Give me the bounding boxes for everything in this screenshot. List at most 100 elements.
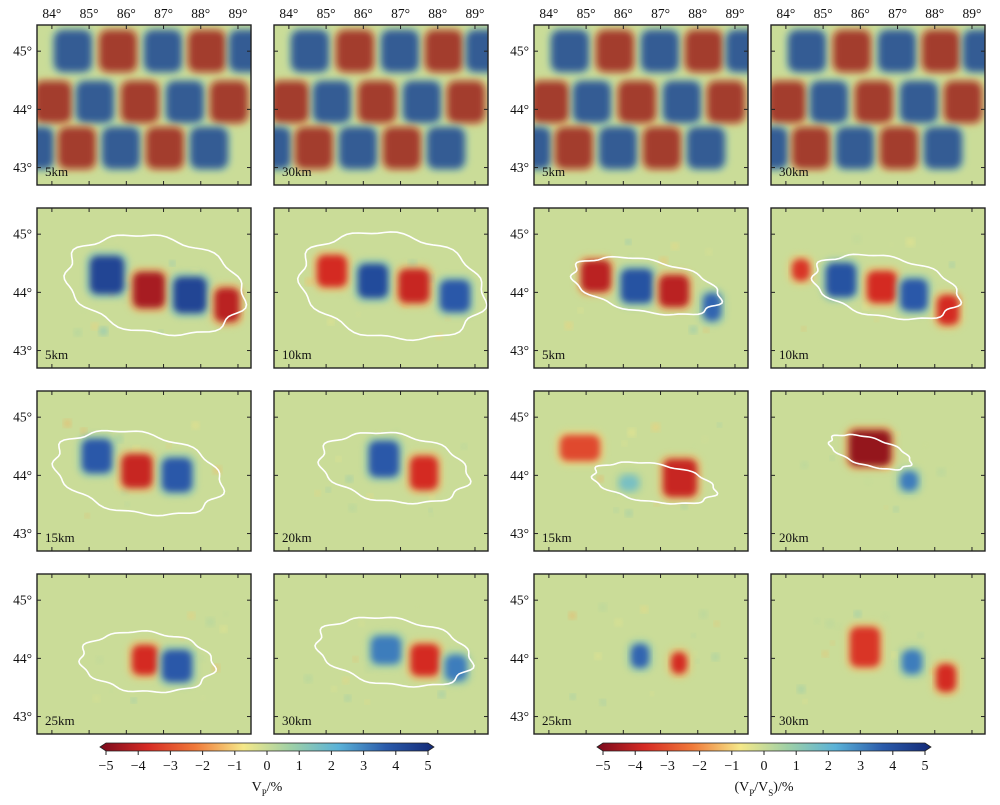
speckle (125, 502, 129, 506)
anomaly-halo (852, 78, 897, 127)
anomaly-block (901, 279, 928, 311)
lat-tick-label: 44° (13, 102, 32, 117)
anomaly-halo (960, 27, 1000, 76)
lat-tick-label: 45° (13, 44, 32, 59)
speckle (712, 654, 719, 661)
anomaly-halo (380, 124, 425, 173)
speckle (918, 633, 923, 638)
speckle (718, 423, 722, 427)
speckle (305, 675, 312, 682)
speckle (565, 322, 572, 329)
anomaly-block (902, 650, 922, 674)
depth-label: 20km (779, 530, 809, 545)
speckle (96, 656, 103, 663)
speckle (221, 626, 227, 632)
anomaly-halo (378, 27, 423, 76)
anomaly-block (162, 458, 192, 492)
speckle (885, 506, 888, 509)
depth-label: 15km (45, 530, 75, 545)
anomaly-halo (704, 78, 749, 127)
lon-tick-label: 86° (851, 6, 870, 21)
anomaly-halo (444, 78, 489, 127)
speckle (690, 326, 697, 333)
panel-vp-20km: 20km (274, 391, 488, 551)
speckle (100, 327, 108, 335)
anomaly-block (937, 295, 959, 325)
lon-tick-label: 85° (814, 6, 833, 21)
speckle (337, 294, 343, 300)
colorbar-tick-label: −1 (227, 759, 242, 774)
lon-tick-label: 87° (154, 6, 173, 21)
lon-tick-label: 84° (776, 6, 795, 21)
speckle (855, 611, 861, 617)
speckle (626, 240, 631, 245)
colorbar-tick-label: 3 (857, 759, 864, 774)
lon-tick-label: 87° (651, 6, 670, 21)
anomaly-halo (185, 27, 230, 76)
lat-tick-label: 43° (510, 709, 529, 724)
colorbar-tick-label: 0 (761, 759, 768, 774)
speckle (801, 462, 808, 469)
anomaly-block (659, 275, 689, 307)
speckle (93, 696, 99, 702)
anomaly-halo (684, 124, 729, 173)
speckle (864, 478, 872, 486)
anomaly-block (174, 277, 207, 313)
speckle (896, 432, 900, 436)
panel-vp-30km: 30km (274, 574, 488, 734)
anomaly-halo (548, 27, 593, 76)
lat-tick-label: 44° (510, 102, 529, 117)
colorbar-tick-label: 5 (425, 759, 432, 774)
speckle (346, 476, 352, 482)
anomaly-halo (897, 78, 942, 127)
lat-tick-label: 43° (13, 709, 32, 724)
speckle (595, 653, 601, 659)
anomaly-block (90, 256, 124, 294)
speckle (919, 459, 924, 464)
lon-tick-label: 86° (354, 6, 373, 21)
colorbar-tick-label: 3 (360, 759, 367, 774)
speckle (628, 429, 635, 436)
speckle (672, 243, 679, 250)
lat-tick-label: 45° (13, 593, 32, 608)
speckle (365, 700, 369, 704)
anomaly-block (671, 652, 687, 674)
anomaly-halo (682, 27, 727, 76)
panel-vpvs-10km: 10km (771, 208, 985, 368)
colorbar-tick-label: −4 (628, 759, 643, 774)
lon-tick-label: 84° (539, 6, 558, 21)
anomaly-halo (570, 78, 615, 127)
anomaly-halo (187, 124, 232, 173)
speckle (81, 308, 87, 314)
anomaly-halo (785, 27, 830, 76)
speckle (115, 238, 119, 242)
speckle (92, 323, 98, 329)
speckle (439, 691, 445, 697)
anomaly-halo (830, 27, 875, 76)
anomaly-block (132, 645, 158, 675)
speckle (700, 610, 708, 618)
anomaly-block (317, 255, 347, 287)
speckle (814, 618, 819, 623)
lon-tick-label: 88° (428, 6, 447, 21)
speckle (74, 329, 81, 336)
anomaly-halo (615, 78, 660, 127)
anomaly-halo (355, 78, 400, 127)
anomaly-block (621, 269, 653, 303)
colorbar-label: VP/% (252, 780, 283, 798)
anomaly-halo (833, 124, 878, 173)
anomaly-block (792, 259, 810, 281)
speckle (950, 262, 955, 267)
lat-tick-label: 43° (510, 343, 529, 358)
depth-label: 5km (45, 347, 68, 362)
anomaly-block (440, 280, 470, 312)
anomaly-halo (51, 27, 96, 76)
anomaly-halo (807, 78, 852, 127)
anomaly-halo (288, 27, 333, 76)
depth-label: 10km (779, 347, 809, 362)
speckle (938, 240, 943, 245)
lat-tick-label: 45° (13, 227, 32, 242)
speckle (328, 319, 334, 325)
speckle (85, 514, 89, 518)
